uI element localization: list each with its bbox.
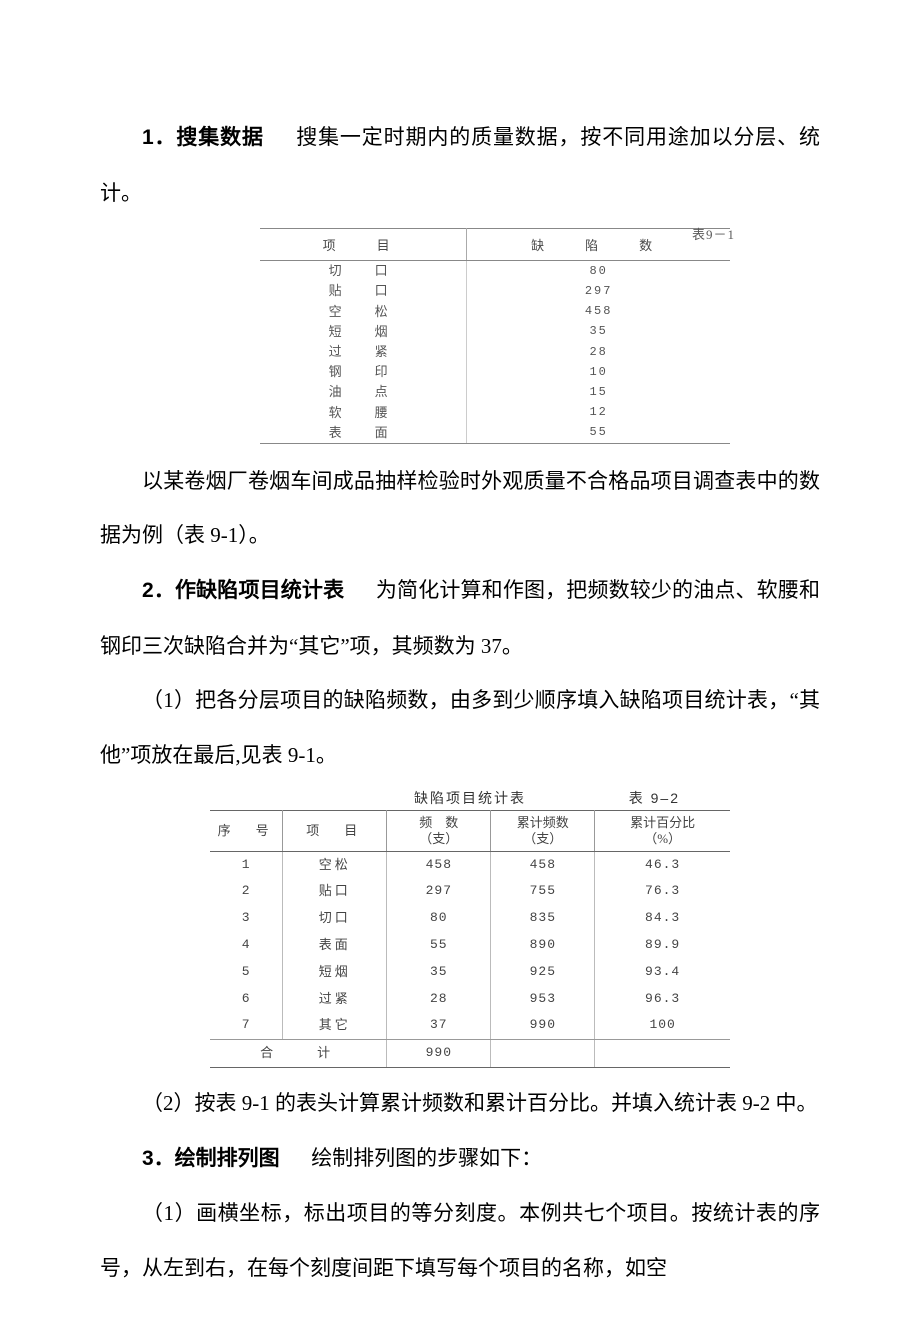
table-row: 软 腰12 xyxy=(260,403,730,423)
table-row: 6过紧2895396.3 xyxy=(210,986,730,1013)
table-total-row: 合 计 990 xyxy=(210,1040,730,1068)
t92-head-item: 项 目 xyxy=(283,811,387,851)
table-row: 短 烟35 xyxy=(260,322,730,342)
table-row: 2贴口29775576.3 xyxy=(210,878,730,905)
table-row: 空 松458 xyxy=(260,302,730,322)
paragraph-4: （1）把各分层项目的缺陷频数，由多到少顺序填入缺陷项目统计表，“其他”项放在最后… xyxy=(100,673,820,782)
table-row: 油 点15 xyxy=(260,382,730,402)
t92-head-seq: 序 号 xyxy=(210,811,283,851)
paragraph-6: 3．绘制排列图 绘制排列图的步骤如下： xyxy=(100,1131,820,1187)
table-9-1-head-defect: 缺 陷 数 xyxy=(467,229,730,261)
table-9-1-grid: 项 目 缺 陷 数 切 口80 贴 口297 空 松458 短 烟35 过 紧2… xyxy=(260,228,730,444)
table-row: 4表面5589089.9 xyxy=(210,932,730,959)
table-9-2: 缺陷项目统计表 表 9–2 序 号 项 目 频 数 （支） 累计频数 （支） 累… xyxy=(210,788,730,1068)
table-row: 贴 口297 xyxy=(260,281,730,301)
table-9-2-grid: 序 号 项 目 频 数 （支） 累计频数 （支） 累计百分比 （%） 1空松45… xyxy=(210,810,730,1068)
table-9-1: 表9－1 项 目 缺 陷 数 切 口80 贴 口297 空 松458 短 烟35… xyxy=(260,228,730,444)
t92-head-cum: 累计频数 （支） xyxy=(491,811,595,851)
table-row: 过 紧28 xyxy=(260,342,730,362)
heading-defect-table: 2．作缺陷项目统计表 xyxy=(142,579,344,602)
t92-head-pct: 累计百分比 （%） xyxy=(595,811,730,851)
paragraph-3: 2．作缺陷项目统计表为简化计算和作图，把频数较少的油点、软腰和钢印三次缺陷合并为… xyxy=(100,563,820,673)
paragraph-5: （2）按表 9-1 的表头计算累计频数和累计百分比。并填入统计表 9-2 中。 xyxy=(100,1076,820,1131)
paragraph-6-text: 绘制排列图的步骤如下： xyxy=(311,1146,542,1170)
heading-draw-pareto: 3．绘制排列图 xyxy=(142,1147,280,1170)
document-page: 1．搜集数据搜集一定时期内的质量数据，按不同用途加以分层、统计。 表9－1 项 … xyxy=(0,0,920,1335)
table-9-2-label: 表 9–2 xyxy=(629,788,680,808)
paragraph-7: （1）画横坐标，标出项目的等分刻度。本例共七个项目。按统计表的序号，从左到右，在… xyxy=(100,1186,820,1295)
table-row: 钢 印10 xyxy=(260,362,730,382)
table-row: 1空松45845846.3 xyxy=(210,851,730,878)
table-9-2-title: 缺陷项目统计表 表 9–2 xyxy=(210,788,730,808)
table-row: 表 面55 xyxy=(260,423,730,444)
table-row: 切 口80 xyxy=(260,261,730,282)
t92-head-freq: 频 数 （支） xyxy=(387,811,491,851)
table-row: 5短烟3592593.4 xyxy=(210,959,730,986)
table-row: 7其它37990100 xyxy=(210,1012,730,1039)
table-row: 3切口8083584.3 xyxy=(210,905,730,932)
heading-collect-data: 1．搜集数据 xyxy=(142,126,264,149)
table-9-1-head-item: 项 目 xyxy=(260,229,467,261)
paragraph-1: 1．搜集数据搜集一定时期内的质量数据，按不同用途加以分层、统计。 xyxy=(100,110,820,220)
paragraph-2: 以某卷烟厂卷烟车间成品抽样检验时外观质量不合格品项目调查表中的数据为例（表 9-… xyxy=(100,454,820,563)
table-9-1-label: 表9－1 xyxy=(692,224,735,243)
